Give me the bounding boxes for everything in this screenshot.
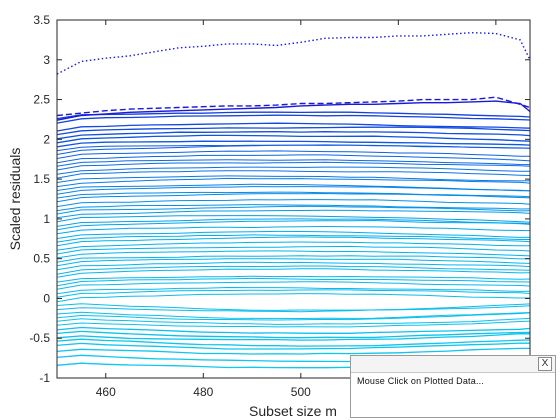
panel-message: Mouse Click on Plotted Data... bbox=[357, 376, 485, 386]
band-series-line bbox=[57, 338, 530, 347]
x-axis-label: Subset size m bbox=[249, 403, 337, 419]
band-series-line bbox=[57, 209, 530, 219]
y-tick-label: -0.5 bbox=[29, 331, 50, 345]
data-info-panel[interactable]: X Mouse Click on Plotted Data... bbox=[350, 355, 556, 418]
y-tick-label: 2 bbox=[43, 132, 50, 146]
band-series-line bbox=[57, 199, 530, 208]
y-ticks: -1 -0.5 0 0.5 1 1.5 2 2.5 3 3.5 bbox=[29, 13, 530, 385]
band-series-line bbox=[57, 170, 530, 179]
band-series-line bbox=[57, 134, 530, 144]
y-tick-label: 3.5 bbox=[33, 13, 50, 27]
band-series-line bbox=[57, 277, 530, 287]
highlighted-series-line bbox=[57, 31, 530, 75]
x-tick-label: 500 bbox=[291, 385, 311, 399]
band-series-line bbox=[57, 333, 530, 341]
axes-box bbox=[56, 19, 531, 379]
band-series-line bbox=[57, 268, 530, 278]
band-series-line bbox=[57, 275, 530, 283]
y-tick-label: 2.5 bbox=[33, 93, 50, 107]
band-series-line bbox=[57, 317, 530, 325]
band-series-line bbox=[57, 286, 530, 295]
band-series-line bbox=[57, 245, 530, 255]
band-series-line bbox=[57, 303, 530, 313]
band-series-line bbox=[57, 192, 530, 203]
band-series-line bbox=[57, 342, 530, 350]
band-series-line bbox=[57, 218, 530, 227]
band-series-line bbox=[57, 281, 530, 290]
band-series-line bbox=[57, 161, 530, 171]
band-series-line bbox=[57, 326, 530, 334]
band-series-line bbox=[57, 225, 530, 235]
band-series-line bbox=[57, 265, 530, 275]
band-lines bbox=[57, 111, 530, 369]
band-series-line bbox=[57, 261, 530, 271]
band-series-line bbox=[57, 293, 530, 303]
band-series-line bbox=[57, 219, 530, 231]
band-series-line bbox=[57, 205, 530, 215]
band-series-line bbox=[57, 241, 530, 251]
y-tick-label: 1.5 bbox=[33, 172, 50, 186]
band-series-line bbox=[57, 177, 530, 188]
band-series-line bbox=[57, 236, 530, 247]
band-series-line bbox=[57, 303, 530, 311]
band-series-line bbox=[57, 320, 530, 328]
y-tick-label: 0.5 bbox=[33, 252, 50, 266]
x-tick-label: 460 bbox=[96, 385, 116, 399]
highlighted-series-line bbox=[57, 100, 530, 121]
band-series-line bbox=[57, 234, 530, 243]
band-series-line bbox=[57, 140, 530, 148]
band-series-line bbox=[57, 186, 530, 195]
y-tick-label: 0 bbox=[43, 291, 50, 305]
band-series-line bbox=[57, 250, 530, 259]
x-tick-label: 480 bbox=[193, 385, 213, 399]
highlighted-series-line bbox=[57, 96, 530, 117]
band-series-line bbox=[57, 131, 530, 140]
band-series-line bbox=[57, 111, 530, 120]
band-series-line bbox=[57, 230, 530, 239]
band-series-line bbox=[57, 159, 530, 167]
band-series-line bbox=[57, 258, 530, 267]
band-series-line bbox=[57, 347, 530, 355]
y-tick-label: 1 bbox=[43, 212, 50, 226]
band-series-line bbox=[57, 255, 530, 263]
y-tick-label: -1 bbox=[39, 371, 50, 385]
y-axis-label: Scaled residuals bbox=[7, 148, 23, 251]
band-series-line bbox=[57, 126, 530, 136]
band-series-line bbox=[57, 122, 530, 132]
band-series-line bbox=[57, 312, 530, 321]
band-series-line bbox=[57, 175, 530, 183]
band-series-line bbox=[57, 311, 530, 320]
band-series-line bbox=[57, 154, 530, 164]
panel-titlebar: X bbox=[351, 356, 555, 373]
band-series-line bbox=[57, 166, 530, 175]
band-series-line bbox=[57, 215, 530, 223]
y-tick-label: 3 bbox=[43, 53, 50, 67]
band-series-line bbox=[57, 144, 530, 155]
band-series-line bbox=[57, 150, 530, 159]
band-series-line bbox=[57, 330, 530, 339]
band-series-line bbox=[57, 114, 530, 124]
highlighted-lines bbox=[57, 31, 530, 121]
band-series-line bbox=[57, 289, 530, 298]
close-button[interactable]: X bbox=[538, 357, 552, 371]
band-series-line bbox=[57, 204, 530, 212]
